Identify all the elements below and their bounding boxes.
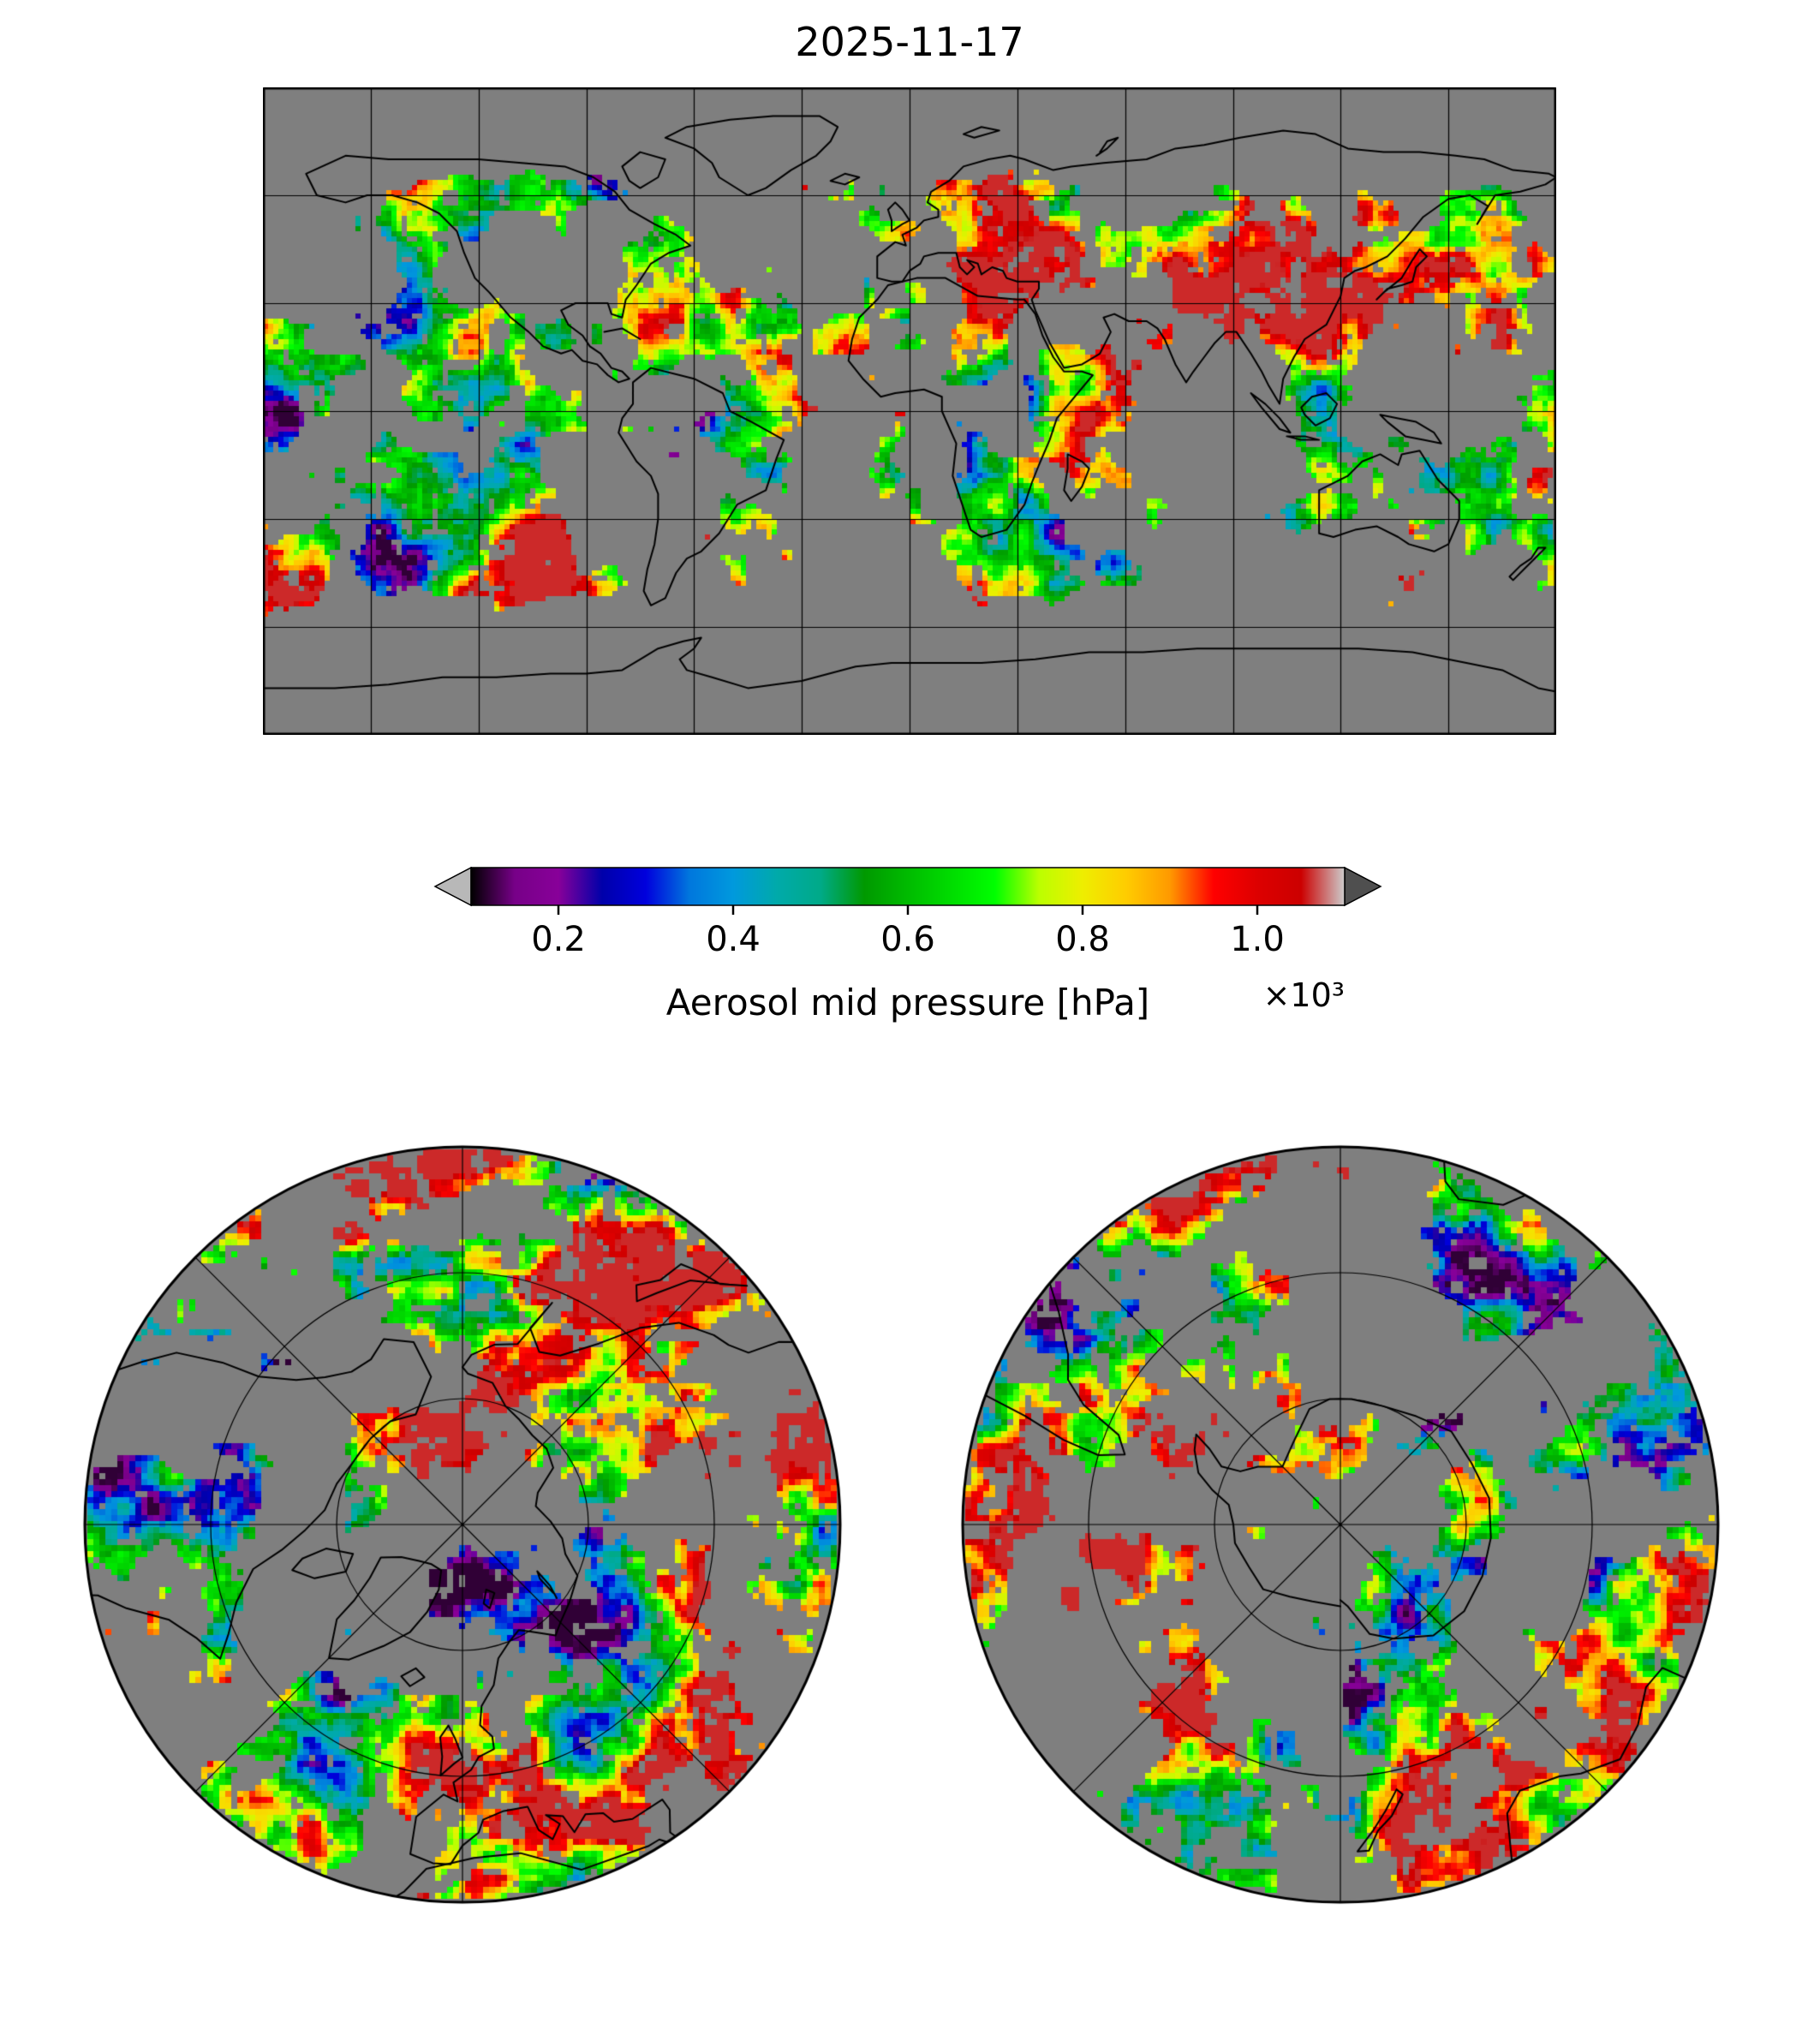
colorbar-tick-label: 0.4 — [706, 920, 761, 959]
colorbar-under-arrow — [433, 867, 472, 907]
south-polar-map-canvas — [959, 1143, 1722, 1906]
figure-title: 2025-11-17 — [795, 19, 1024, 65]
colorbar-tick-label: 0.2 — [531, 920, 586, 959]
global-map-canvas — [263, 87, 1556, 735]
colorbar-tick-label: 0.8 — [1055, 920, 1110, 959]
colorbar: 0.2 0.4 0.6 0.8 1.0 — [433, 867, 1383, 978]
colorbar-gradient — [470, 867, 1346, 906]
colorbar-tick-label: 0.6 — [880, 920, 935, 959]
colorbar-label: Aerosol mid pressure [hPa] — [665, 982, 1150, 1023]
colorbar-multiplier: ×10³ — [1262, 976, 1345, 1014]
colorbar-bar — [433, 867, 1382, 915]
north-polar-map-canvas — [81, 1143, 844, 1906]
colorbar-over-arrow — [1344, 867, 1382, 907]
colorbar-tick-label: 1.0 — [1230, 920, 1285, 959]
